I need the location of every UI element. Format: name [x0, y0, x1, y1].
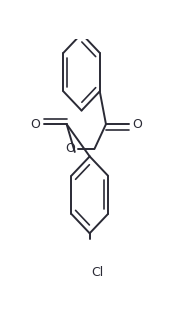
- Text: O: O: [30, 118, 40, 131]
- Text: O: O: [132, 118, 142, 131]
- Text: O: O: [65, 142, 75, 156]
- Text: Cl: Cl: [91, 266, 103, 279]
